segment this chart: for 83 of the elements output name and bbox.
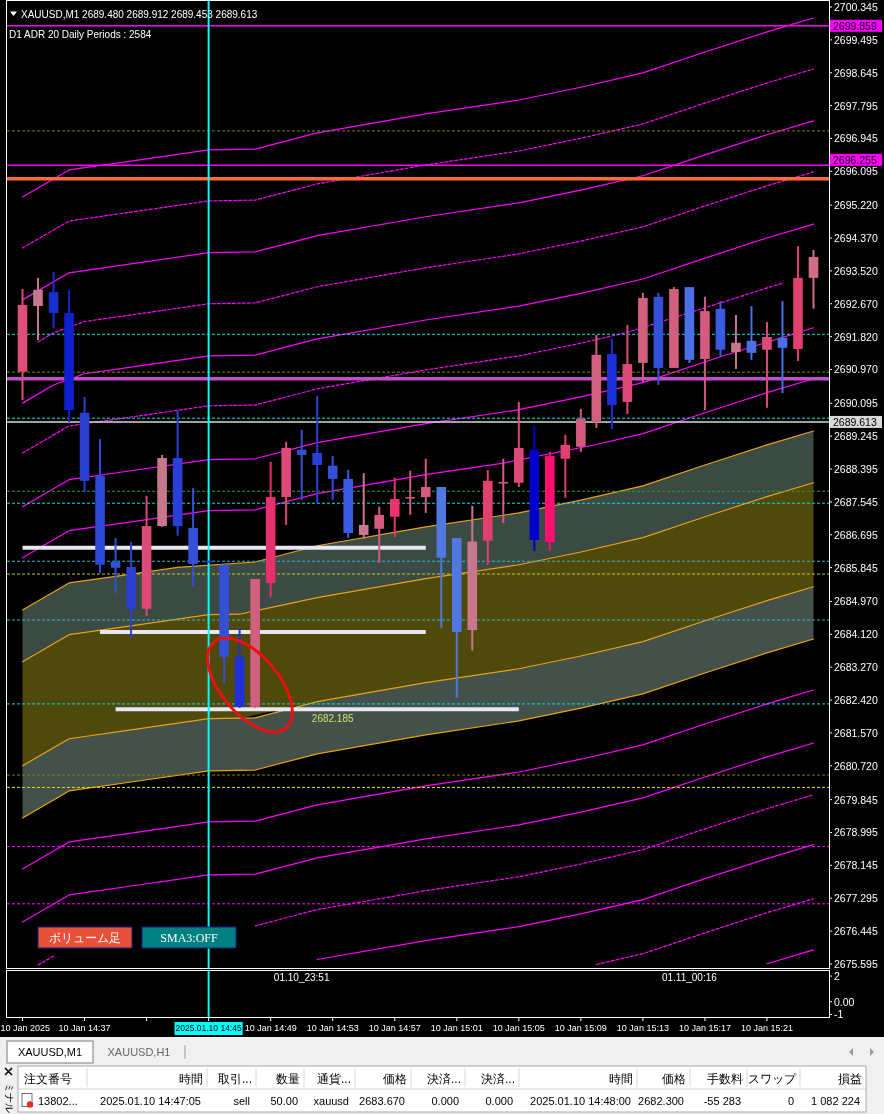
ref-line-label: 2689.613	[833, 415, 877, 428]
x-tick-label: 10 Jan 15:09	[554, 1023, 607, 1033]
text: 0	[787, 1094, 794, 1107]
x2-tick-label: 01.11_00:16	[661, 971, 718, 983]
ref-line-label: 2025.01.10 14:45	[175, 1023, 242, 1033]
annotation: 2682.185	[311, 712, 354, 724]
category-label: 時間	[609, 1071, 633, 1086]
text: 2682.300	[638, 1094, 684, 1107]
y-tick-label: 2698.645	[834, 66, 878, 79]
y-tick-label: 2679.845	[834, 793, 878, 806]
y-tick-label: 2683.270	[834, 661, 878, 674]
text: sell	[233, 1094, 250, 1107]
text: XAUUSD,M1	[17, 1046, 83, 1058]
y-tick-label: 2694.370	[834, 232, 878, 245]
y-tick-label: 2676.445	[834, 925, 878, 938]
text: 0.000	[485, 1094, 513, 1107]
y-tick-label: 2680.720	[834, 759, 878, 772]
y-tick-label: 2688.395	[834, 463, 878, 476]
category-label: 数量	[276, 1071, 300, 1086]
text: XAUUSD,H1	[107, 1046, 171, 1058]
y-tick-label: 2681.570	[834, 726, 878, 739]
category-label: 通貨...	[316, 1071, 351, 1086]
y-tick-label: 2693.520	[834, 264, 878, 277]
text: 13802...	[38, 1094, 78, 1107]
y-tick-label: 2678.995	[834, 826, 878, 839]
x-tick-label: 10 Jan 14:37	[58, 1023, 111, 1033]
y-tick-label: 2696.945	[834, 132, 878, 145]
y-tick-label: 2687.545	[834, 495, 878, 508]
y-tick-label: 2689.245	[834, 430, 878, 443]
text: D1 ADR 20 Daily Periods : 2584	[9, 28, 152, 40]
x-tick-label: 10 Jan 15:13	[616, 1023, 669, 1033]
y-tick-label: 2677.295	[834, 892, 878, 905]
text: 2025.01.10 14:47:05	[100, 1094, 201, 1107]
y-tick-label: 2699.495	[834, 33, 878, 46]
x-tick-label: 10 Jan 15:01	[430, 1023, 483, 1033]
ref-line-label: 2696.255	[833, 153, 877, 166]
category-label: 決済...	[426, 1071, 461, 1086]
y-tick-label: -1	[834, 1008, 844, 1021]
category-label: 価格	[383, 1071, 407, 1086]
text: -55 283	[703, 1094, 741, 1107]
x-tick-label: 10 Jan 14:49	[244, 1023, 297, 1033]
y-tick-label: 2685.845	[834, 561, 878, 574]
text: 2025.01.10 14:48:00	[530, 1094, 631, 1107]
category-label: 手数料	[707, 1071, 743, 1086]
y-tick-label: 2675.595	[834, 957, 878, 970]
y-tick-label: 2692.670	[834, 297, 878, 310]
x-tick-label: 10 Jan 2025	[0, 1023, 51, 1033]
annotation: ボリューム足	[49, 931, 121, 945]
x-tick-label: 10 Jan 15:17	[678, 1023, 731, 1033]
text: ミナル	[3, 1083, 15, 1113]
x2-tick-label: 01.10_23:51	[273, 971, 330, 983]
y-tick-label: 2684.120	[834, 628, 878, 641]
category-label: 取引...	[217, 1071, 252, 1086]
y-tick-label: 2684.970	[834, 595, 878, 608]
y-tick-label: 2686.695	[834, 528, 878, 541]
y-tick-label: 2678.145	[834, 859, 878, 872]
x-tick-label: 10 Jan 14:57	[368, 1023, 421, 1033]
ref-line-label: 2699.859	[833, 19, 877, 32]
text: 2683.670	[359, 1094, 405, 1107]
category-label: 注文番号	[24, 1071, 72, 1086]
y-tick-label: 2696.095	[834, 165, 878, 178]
text: xauusd	[313, 1094, 349, 1107]
text: 0.000	[431, 1094, 459, 1107]
category-label: 価格	[662, 1071, 686, 1086]
y-tick-label: 2682.420	[834, 694, 878, 707]
annotation: SMA3:OFF	[160, 931, 218, 945]
y-tick-label: 2690.970	[834, 363, 878, 376]
category-label: 損益	[838, 1071, 862, 1086]
x-tick-label: 10 Jan 15:21	[740, 1023, 793, 1033]
y-tick-label: 2700.345	[834, 0, 878, 13]
y-tick-label: 2	[834, 970, 840, 983]
category-label: スワップ	[748, 1071, 797, 1086]
y-tick-label: 2690.095	[834, 397, 878, 410]
x-tick-label: 10 Jan 14:53	[306, 1023, 359, 1033]
y-tick-label: 0.00	[834, 995, 855, 1008]
text: 1 082 224	[811, 1094, 860, 1107]
category-label: 時間	[179, 1071, 203, 1086]
y-tick-label: 2697.795	[834, 99, 878, 112]
category-label: 決済...	[480, 1071, 515, 1086]
y-tick-label: 2691.820	[834, 330, 878, 343]
text: 50.00	[270, 1094, 298, 1107]
x-tick-label: 10 Jan 15:05	[492, 1023, 545, 1033]
y-tick-label: 2695.220	[834, 199, 878, 212]
